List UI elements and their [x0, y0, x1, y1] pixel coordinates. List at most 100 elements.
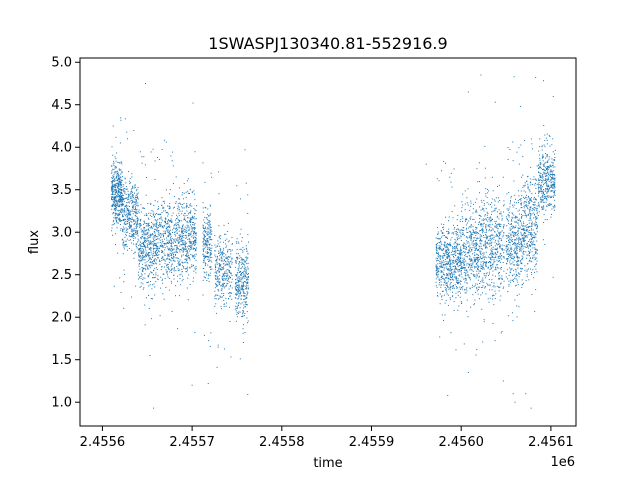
- data-point: [496, 225, 498, 227]
- data-point: [230, 260, 232, 262]
- data-point: [186, 271, 188, 273]
- data-point: [209, 275, 211, 277]
- data-point: [240, 259, 242, 261]
- data-point: [174, 234, 176, 236]
- data-point: [223, 295, 225, 297]
- data-point: [523, 196, 525, 198]
- data-point: [195, 242, 197, 244]
- data-point: [494, 251, 496, 253]
- data-point: [533, 207, 535, 209]
- data-point: [456, 245, 458, 247]
- data-point: [179, 238, 181, 240]
- data-point: [492, 237, 494, 239]
- data-point: [127, 221, 129, 223]
- data-point: [533, 254, 535, 256]
- data-point: [483, 235, 485, 237]
- data-point: [530, 222, 532, 224]
- data-point: [520, 200, 522, 202]
- data-point: [116, 212, 118, 214]
- data-point: [473, 246, 475, 248]
- data-point: [241, 282, 243, 284]
- data-point: [166, 226, 168, 228]
- data-point: [209, 254, 211, 256]
- data-point: [180, 204, 182, 206]
- data-point: [460, 236, 462, 238]
- data-point: [124, 210, 126, 212]
- data-point: [531, 223, 533, 225]
- data-point: [454, 246, 456, 248]
- data-point: [455, 258, 457, 260]
- data-point: [170, 239, 172, 241]
- data-point: [140, 238, 142, 240]
- data-point: [470, 237, 472, 239]
- data-point: [510, 195, 512, 197]
- data-point: [235, 294, 237, 296]
- data-point: [118, 218, 120, 220]
- data-point: [192, 243, 194, 245]
- data-point: [484, 247, 486, 249]
- data-point: [195, 248, 197, 250]
- data-point: [520, 231, 522, 233]
- data-point: [455, 292, 457, 294]
- data-point: [245, 256, 247, 258]
- data-point: [534, 184, 536, 186]
- data-point: [132, 187, 134, 189]
- data-point: [166, 253, 168, 255]
- data-point: [135, 209, 137, 211]
- data-point: [492, 294, 494, 296]
- data-point: [184, 261, 186, 263]
- data-point: [192, 248, 194, 250]
- data-point: [133, 130, 135, 132]
- data-point: [484, 241, 486, 243]
- data-point: [178, 242, 180, 244]
- data-point: [115, 204, 117, 206]
- data-point: [240, 298, 242, 300]
- data-point: [114, 189, 116, 191]
- data-point: [150, 235, 152, 237]
- data-point: [470, 269, 472, 271]
- data-point: [208, 275, 210, 277]
- data-point: [516, 233, 518, 235]
- data-point: [207, 240, 209, 242]
- data-point: [119, 217, 121, 219]
- data-point: [180, 235, 182, 237]
- data-point: [442, 263, 444, 265]
- data-point: [120, 203, 122, 205]
- data-point: [435, 268, 437, 270]
- data-point: [486, 236, 488, 238]
- data-point: [161, 260, 163, 262]
- data-point: [208, 225, 210, 227]
- data-point: [231, 249, 233, 251]
- data-point: [452, 248, 454, 250]
- data-point: [153, 249, 155, 251]
- data-point: [450, 286, 452, 288]
- data-point: [178, 198, 180, 200]
- data-point: [169, 219, 171, 221]
- data-point: [148, 212, 150, 214]
- data-point: [119, 200, 121, 202]
- data-point: [457, 253, 459, 255]
- data-point: [494, 221, 496, 223]
- data-point: [117, 193, 119, 195]
- data-point: [488, 273, 490, 275]
- data-point: [144, 245, 146, 247]
- data-point: [151, 216, 153, 218]
- data-point: [447, 286, 449, 288]
- data-point: [115, 217, 117, 219]
- data-point: [481, 292, 483, 294]
- data-point: [519, 246, 521, 248]
- data-point: [496, 253, 498, 255]
- data-point: [119, 211, 121, 213]
- data-point: [137, 196, 139, 198]
- data-point: [209, 255, 211, 257]
- data-point: [111, 185, 113, 187]
- data-point: [444, 302, 446, 304]
- data-point: [475, 230, 477, 232]
- data-point: [460, 292, 462, 294]
- data-point: [518, 264, 520, 266]
- data-point: [515, 275, 517, 277]
- data-point: [137, 218, 139, 220]
- data-point: [206, 243, 208, 245]
- data-point: [238, 278, 240, 280]
- data-point: [161, 243, 163, 245]
